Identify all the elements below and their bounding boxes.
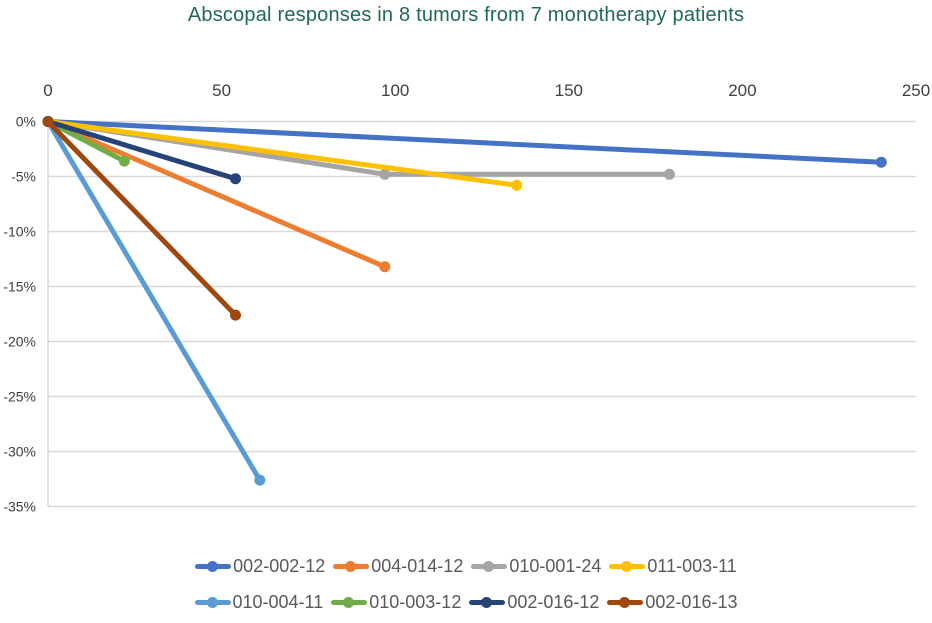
legend-line-marker-icon bbox=[607, 597, 644, 608]
legend-label: 011-003-11 bbox=[647, 556, 737, 576]
legend-label: 004-014-12 bbox=[371, 556, 464, 576]
legend-line-marker-icon bbox=[331, 597, 368, 608]
legend-label: 002-016-12 bbox=[507, 592, 600, 612]
x-axis-tick-label: 200 bbox=[728, 81, 756, 100]
y-axis-tick-label: -20% bbox=[3, 334, 36, 350]
series-marker-002-016-13 bbox=[42, 116, 54, 127]
plot-area: 0 50 100 150 200 250 0% -5% -10% -15% -20% -25% -30%… bbox=[3, 81, 930, 515]
legend-item-010-001-24: 010-001-24 bbox=[471, 556, 601, 577]
series-line-011-003-11 bbox=[45, 119, 520, 188]
legend-row-1: 002-002-12 004-014-12 010-001-24 011-003-11 bbox=[0, 556, 932, 577]
y-axis-tick-label: -25% bbox=[3, 389, 36, 405]
series-line-002-002-12 bbox=[45, 119, 884, 165]
x-axis-tick-label: 50 bbox=[212, 81, 231, 100]
legend-item-002-016-13: 002-016-13 bbox=[607, 592, 737, 613]
series-line-010-003-12 bbox=[45, 119, 127, 164]
series-line-002-016-13 bbox=[45, 119, 238, 318]
legend-line-marker-icon bbox=[609, 561, 646, 572]
legend-label: 010-004-11 bbox=[232, 592, 324, 612]
legend-line-marker-icon bbox=[195, 561, 232, 572]
legend-item-002-016-12: 002-016-12 bbox=[469, 592, 599, 613]
series-marker-011-003-11 bbox=[511, 179, 523, 191]
legend-line-marker-icon bbox=[333, 561, 370, 572]
series-line-002-016-12 bbox=[45, 119, 238, 182]
legend-row-2: 010-004-11 010-003-12 002-016-12 002-016-13 bbox=[0, 592, 932, 613]
series-marker-010-003-12 bbox=[118, 155, 130, 167]
y-axis-tick-label: -15% bbox=[3, 279, 36, 295]
y-axis-tick-label: -5% bbox=[11, 169, 36, 185]
y-axis-tick-label: -35% bbox=[3, 499, 36, 515]
series-marker-002-016-12 bbox=[229, 173, 241, 185]
x-axis-tick-label: 150 bbox=[555, 81, 583, 100]
legend-line-marker-icon bbox=[471, 561, 508, 572]
legend-item-010-004-11: 010-004-11 bbox=[194, 592, 324, 613]
series-marker-010-001-24 bbox=[379, 168, 391, 180]
x-axis-tick-label: 250 bbox=[902, 81, 930, 100]
y-axis-tick-label: 0% bbox=[16, 114, 36, 130]
series-marker-004-014-12 bbox=[379, 261, 391, 273]
legend-item-010-003-12: 010-003-12 bbox=[331, 592, 461, 613]
chart-title: Abscopal responses in 8 tumors from 7 mo… bbox=[187, 4, 745, 26]
y-axis-tick-label: -30% bbox=[3, 444, 36, 460]
legend-line-marker-icon bbox=[469, 597, 506, 608]
series-marker-002-002-12 bbox=[875, 156, 887, 168]
legend-item-011-003-11: 011-003-11 bbox=[609, 556, 737, 577]
series-line-004-014-12 bbox=[45, 119, 388, 270]
x-axis-tick-label: 0 bbox=[43, 81, 52, 100]
legend-label: 010-003-12 bbox=[369, 592, 462, 612]
legend-label: 002-002-12 bbox=[233, 556, 326, 576]
legend-item-002-002-12: 002-002-12 bbox=[195, 556, 325, 577]
legend-label: 002-016-13 bbox=[645, 592, 738, 612]
series-marker-002-016-13 bbox=[229, 309, 241, 321]
legend-label: 010-001-24 bbox=[509, 556, 602, 576]
series-marker-010-001-24 bbox=[663, 168, 675, 180]
y-axis-tick-label: -10% bbox=[3, 224, 36, 240]
legend-line-marker-icon bbox=[194, 597, 231, 608]
series-line-010-004-11 bbox=[45, 119, 263, 483]
x-axis-tick-label: 100 bbox=[381, 81, 409, 100]
legend-item-004-014-12: 004-014-12 bbox=[333, 556, 463, 577]
series-marker-010-004-11 bbox=[254, 474, 266, 486]
